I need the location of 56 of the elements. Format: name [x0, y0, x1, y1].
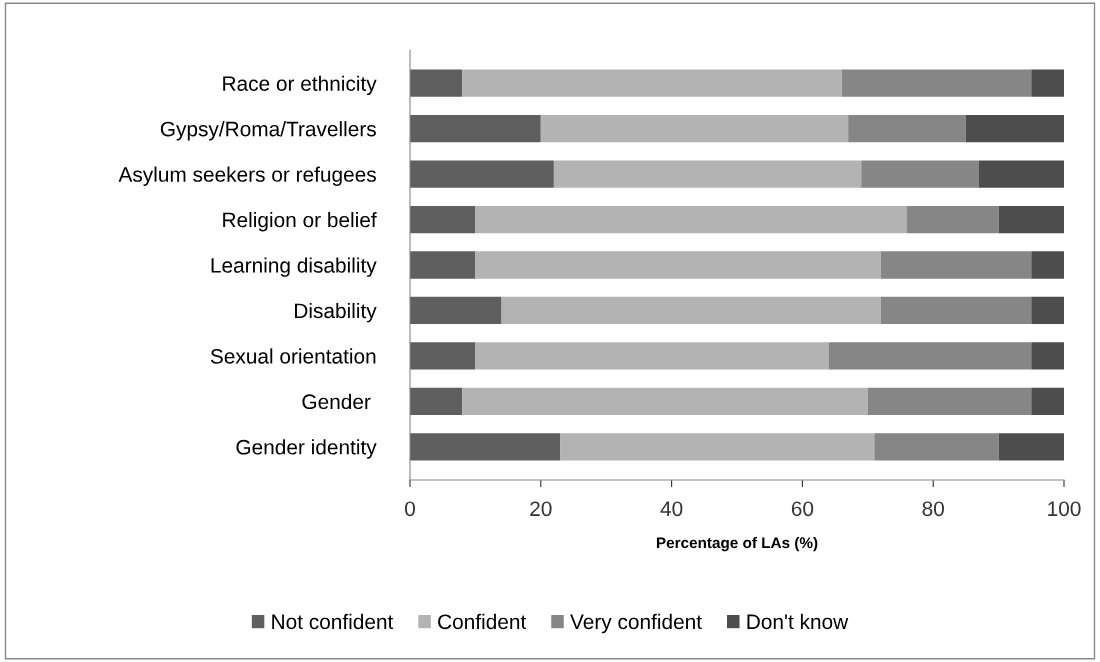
y-tick-label: Learning disability — [211, 257, 377, 277]
bar — [861, 160, 979, 188]
bar — [874, 433, 999, 461]
bar — [1031, 251, 1064, 279]
x-tick-label: 80 — [922, 501, 944, 517]
bar — [978, 160, 1064, 188]
bar — [410, 296, 502, 325]
y-tick-label: Race or ethnicity — [223, 75, 377, 96]
legend-label: Don't know — [747, 613, 849, 630]
bar — [841, 69, 1032, 97]
bar — [553, 160, 862, 188]
bar — [501, 296, 881, 325]
x-tick-label: 40 — [660, 501, 683, 517]
y-tick-label: Gender identity — [236, 439, 377, 459]
bar — [1031, 342, 1064, 370]
bar — [1031, 387, 1064, 415]
legend-label: Not confident — [272, 613, 394, 630]
bar — [410, 342, 476, 370]
bar — [410, 69, 463, 97]
bar — [998, 205, 1064, 234]
legend-label: Confident — [438, 613, 527, 630]
y-tick-label: Religion or belief — [223, 212, 377, 232]
y-tick-label: Sexual orientation — [210, 348, 376, 364]
bar — [410, 115, 541, 143]
bar — [475, 251, 881, 279]
x-axis-title: Percentage of LAs (%) — [656, 536, 818, 552]
bar — [462, 387, 868, 415]
y-tick-label: Gender — [302, 393, 371, 410]
x-tick-label: 0 — [405, 501, 415, 517]
bar — [540, 115, 849, 143]
bar — [410, 387, 463, 415]
y-tick-label: Gypsy/Roma/Travellers — [160, 121, 376, 141]
bar — [880, 296, 1032, 325]
bar — [475, 205, 908, 234]
x-tick-label: 100 — [1048, 501, 1081, 517]
bar — [475, 342, 829, 370]
bar — [965, 115, 1064, 143]
bar — [410, 205, 476, 234]
bar — [1031, 296, 1064, 325]
bar — [560, 433, 875, 461]
bar — [410, 160, 554, 188]
bar — [410, 251, 476, 279]
bar — [907, 205, 999, 234]
bar — [880, 251, 1032, 279]
y-tick-label: Asylum seekers or refugees — [118, 166, 376, 186]
bar — [998, 433, 1064, 461]
bar — [462, 69, 842, 97]
y-tick-label: Disability — [295, 302, 377, 323]
x-tick-label: 60 — [791, 501, 814, 517]
legend-label: Very confident — [570, 613, 702, 634]
bar — [410, 433, 561, 461]
bar — [828, 342, 1032, 370]
x-tick-label: 20 — [530, 501, 552, 517]
bar — [1031, 69, 1064, 97]
bar — [848, 115, 966, 143]
bar — [867, 387, 1032, 415]
